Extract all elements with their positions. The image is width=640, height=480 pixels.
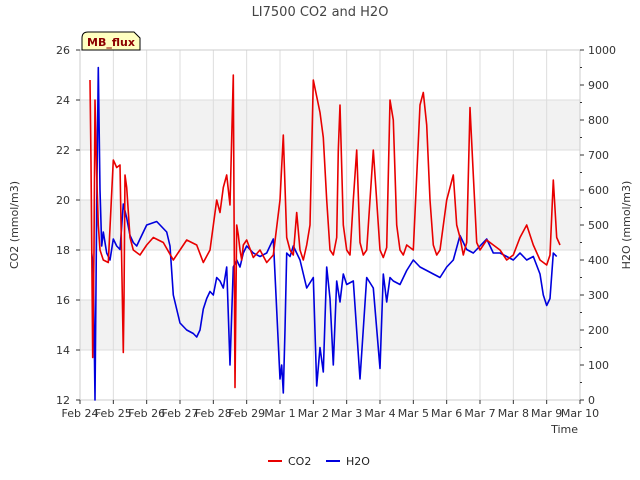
y-right-tick-label: 800 [588,114,609,127]
y-right-tick-label: 500 [588,219,609,232]
x-tick-label: Feb 24 [62,407,99,420]
legend-label-h2o: H2O [346,455,370,468]
y-right-tick-label: 400 [588,254,609,267]
y-right-tick-label: 700 [588,149,609,162]
x-tick-label: Mar 6 [431,407,462,420]
y-right-tick-label: 1000 [588,44,616,57]
x-tick-label: Feb 26 [128,407,165,420]
y-right-tick-label: 900 [588,79,609,92]
y-left-tick-label: 16 [56,294,70,307]
band-22-24 [80,100,580,150]
badge-label: MB_flux [87,36,135,49]
y-right-tick-label: 600 [588,184,609,197]
x-tick-label: Mar 5 [398,407,429,420]
y-right-axis-ticks: 0 100 200 300 400 500 600 700 800 900 1000 [580,44,616,407]
y-left-tick-label: 26 [56,44,70,57]
x-tick-label: Feb 29 [228,407,265,420]
badge-box [81,31,141,51]
y-right-tick-label: 200 [588,324,609,337]
x-tick-label: Mar 10 [561,407,599,420]
y-right-tick-label: 300 [588,289,609,302]
x-axis-label: Time [550,423,578,436]
y-right-tick-label: 100 [588,359,609,372]
background-bands [80,100,580,350]
x-tick-label: Mar 9 [531,407,562,420]
y-left-tick-label: 22 [56,144,70,157]
series-layer [89,66,561,401]
x-tick-label: Mar 2 [298,407,329,420]
legend-label-co2: CO2 [288,455,311,468]
y-left-tick-label: 20 [56,194,70,207]
x-tick-label: Mar 4 [364,407,395,420]
y-right-axis-label: H2O (mmol/m3) [620,181,633,270]
y-right-tick-label: 0 [588,394,595,407]
y-left-tick-label: 12 [56,394,70,407]
x-tick-label: Feb 28 [195,407,232,420]
x-tick-label: Mar 3 [331,407,362,420]
y-left-tick-label: 18 [56,244,70,257]
y-left-axis-label: CO2 (mmol/m3) [8,181,21,269]
legend: CO2 H2O [268,455,370,468]
y-left-axis-ticks: 12 14 16 18 20 22 24 26 [56,44,80,407]
x-tick-label: Feb 25 [95,407,132,420]
series-line-co2 [89,74,561,389]
x-tick-label: Mar 7 [464,407,495,420]
y-left-tick-label: 24 [56,94,70,107]
chart-title: LI7500 CO2 and H2O [252,5,389,20]
y-left-tick-label: 14 [56,344,70,357]
x-tick-label: Feb 27 [162,407,199,420]
x-tick-label: Mar 1 [264,407,295,420]
mb-flux-badge: MB_flux [81,31,141,51]
x-tick-label: Mar 8 [498,407,529,420]
